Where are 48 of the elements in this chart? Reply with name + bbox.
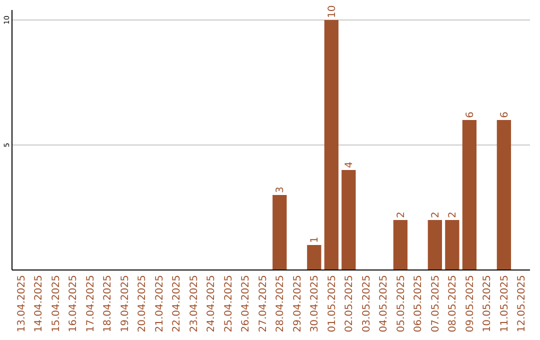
x-tick-label: 30.04.2025 bbox=[310, 275, 321, 332]
data-label: 1 bbox=[310, 236, 321, 243]
data-label: 2 bbox=[448, 212, 459, 218]
x-tick-label: 15.04.2025 bbox=[50, 275, 62, 332]
x-tick-label: 27.04.2025 bbox=[258, 275, 269, 332]
x-tick-label: 29.04.2025 bbox=[292, 275, 304, 332]
data-label: 3 bbox=[275, 186, 286, 193]
x-tick-label: 08.05.2025 bbox=[448, 275, 459, 332]
bar bbox=[307, 245, 322, 270]
x-tick-label: 10.05.2025 bbox=[482, 275, 494, 332]
bar bbox=[342, 170, 356, 270]
x-tick-label: 19.04.2025 bbox=[120, 275, 131, 332]
x-tick-label: 23.04.2025 bbox=[188, 275, 200, 332]
data-label: 6 bbox=[499, 112, 510, 118]
x-tick-label: 21.04.2025 bbox=[154, 275, 166, 332]
x-tick-label: 03.05.2025 bbox=[361, 275, 372, 332]
bar bbox=[393, 220, 408, 270]
x-tick-label: 12.05.2025 bbox=[516, 275, 528, 332]
bar bbox=[272, 195, 287, 270]
bar bbox=[324, 20, 338, 270]
bar bbox=[445, 220, 460, 270]
x-tick-label: 16.04.2025 bbox=[68, 275, 80, 332]
bar bbox=[462, 120, 477, 270]
x-tick-label: 25.04.2025 bbox=[223, 275, 234, 332]
x-tick-label: 28.04.2025 bbox=[275, 275, 286, 332]
x-tick-label: 17.04.2025 bbox=[85, 275, 96, 332]
data-label: 4 bbox=[344, 162, 356, 168]
data-label: 10 bbox=[326, 5, 338, 18]
x-tick-label: 05.05.2025 bbox=[396, 275, 407, 332]
x-tick-label: 14.04.2025 bbox=[34, 275, 45, 332]
data-label: 6 bbox=[464, 112, 476, 118]
x-tick-label: 02.05.2025 bbox=[344, 275, 356, 332]
data-label: 2 bbox=[396, 212, 407, 218]
bar bbox=[428, 220, 442, 270]
x-tick-label: 06.05.2025 bbox=[413, 275, 424, 332]
x-tick-label: 22.04.2025 bbox=[172, 275, 183, 332]
x-tick-label: 04.05.2025 bbox=[378, 275, 390, 332]
x-tick-label: 18.04.2025 bbox=[102, 275, 114, 332]
x-tick-label: 09.05.2025 bbox=[464, 275, 476, 332]
x-tick-label: 26.04.2025 bbox=[240, 275, 252, 332]
x-tick-label: 07.05.2025 bbox=[430, 275, 442, 332]
x-tick-label: 24.04.2025 bbox=[206, 275, 218, 332]
x-tick-label: 13.04.2025 bbox=[16, 275, 28, 332]
data-label: 2 bbox=[430, 212, 442, 218]
x-tick-label: 01.05.2025 bbox=[326, 275, 338, 332]
x-tick-label: 20.04.2025 bbox=[137, 275, 148, 332]
x-tick-label: 11.05.2025 bbox=[499, 275, 510, 332]
bar bbox=[496, 120, 512, 270]
